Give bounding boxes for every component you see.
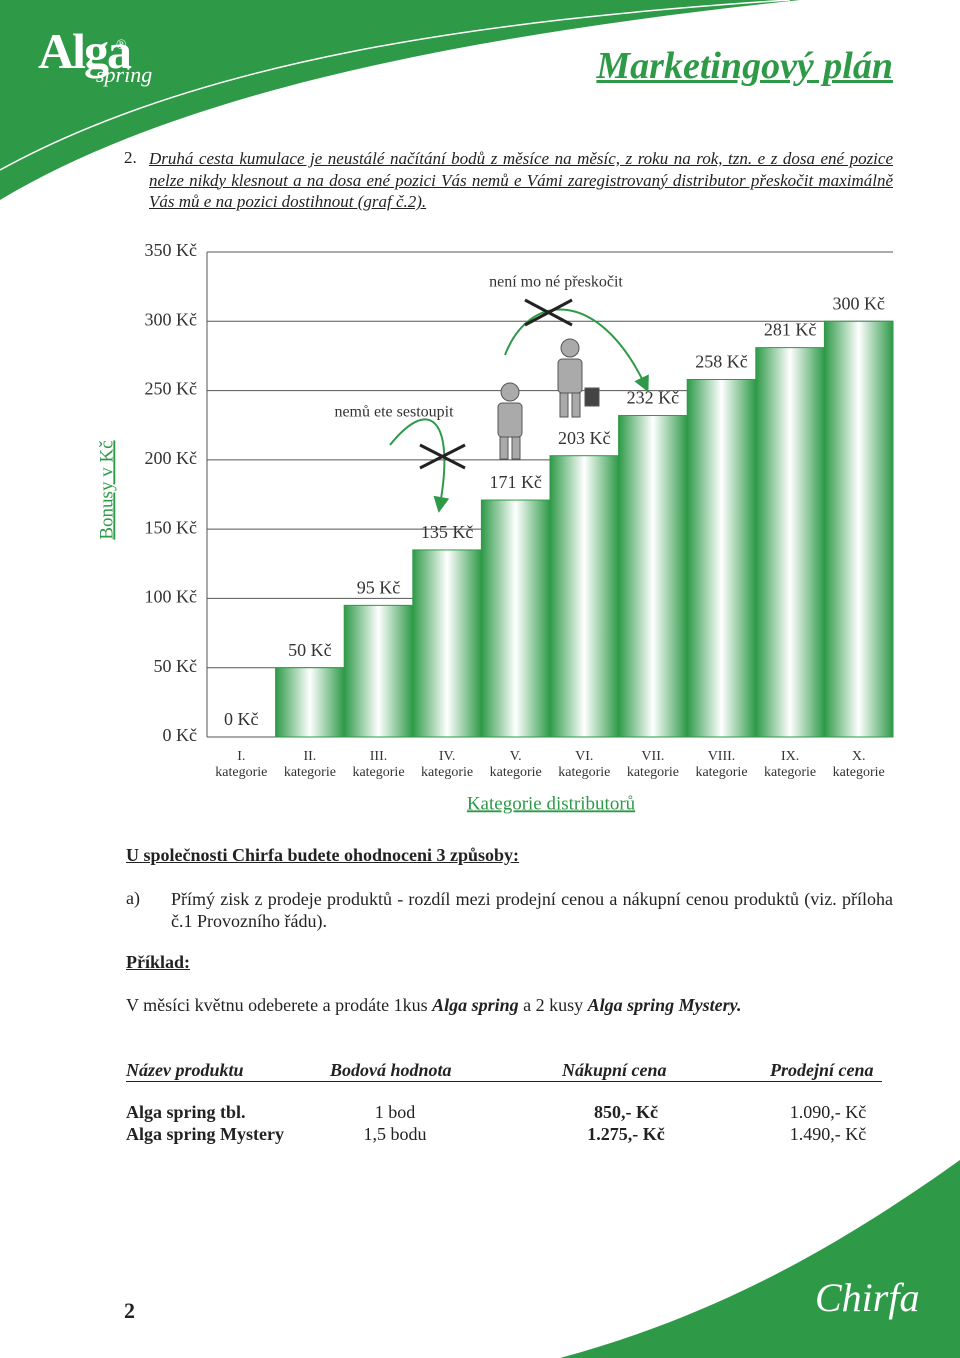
chart: Bonusy v Kč Kategorie distributorů nemů … <box>96 240 894 814</box>
value-label: 50 Kč <box>288 640 332 660</box>
example-text: V měsíci květnu odeberete a prodáte 1kus… <box>126 995 741 1016</box>
value-label: 281 Kč <box>764 320 817 340</box>
x-tick-label: IX. kategorie <box>764 749 816 780</box>
table-cell: 1 bod <box>374 1102 416 1122</box>
table-cell: 1,5 bodu <box>363 1124 427 1144</box>
bar <box>412 549 482 738</box>
table-cell: 1.490,- Kč <box>789 1124 867 1144</box>
text: V měsíci květnu odeberete a prodáte 1kus <box>126 995 433 1015</box>
value-label: 171 Kč <box>489 472 542 492</box>
item-text: Přímý zisk z prodeje produktů - rozdíl m… <box>171 889 893 931</box>
example-heading: Příklad: <box>126 952 191 972</box>
x-tick-label: I. kategorie <box>215 749 267 780</box>
logo-mark: ® <box>116 38 127 53</box>
header-rule <box>126 1081 882 1082</box>
annotation: nemů ete sestoupit <box>334 404 454 421</box>
x-tick-label: III. kategorie <box>352 749 404 780</box>
y-tick-label: 250 Kč <box>145 379 198 399</box>
logo-sub: spring <box>96 62 153 87</box>
y-tick-label: 300 Kč <box>145 309 198 329</box>
product: Alga spring Mystery. <box>587 995 742 1015</box>
value-label: 232 Kč <box>627 388 680 408</box>
x-tick-label: IV. kategorie <box>421 749 473 780</box>
table-cell: Nákupní cena <box>562 1060 667 1080</box>
x-tick-label: X. kategorie <box>833 749 885 780</box>
table-cell: Prodejní cena <box>770 1060 874 1080</box>
page-number: 2 <box>124 1298 135 1323</box>
table-cell: 1.090,- Kč <box>789 1102 867 1122</box>
header-swoosh <box>0 0 800 200</box>
text: a 2 kusy <box>518 995 588 1015</box>
bar <box>549 455 620 738</box>
bar <box>755 347 825 738</box>
value-label: 135 Kč <box>421 522 474 542</box>
value-label: 300 Kč <box>832 293 885 313</box>
y-tick-label: 150 Kč <box>145 517 198 537</box>
product: Alga spring <box>432 995 519 1015</box>
x-tick-label: II. kategorie <box>284 749 336 780</box>
table-cell: Alga spring tbl. <box>126 1102 246 1122</box>
bar <box>343 604 414 738</box>
y-tick-label: 200 Kč <box>145 448 198 468</box>
y-axis-title: Bonusy v Kč <box>96 440 117 539</box>
y-tick-label: 350 Kč <box>145 240 198 260</box>
page-title: Marketingový plán <box>596 45 893 87</box>
value-label: 258 Kč <box>695 352 748 372</box>
x-tick-label: VIII. kategorie <box>695 749 747 780</box>
section-heading: U společnosti Chirfa budete ohodnoceni 3… <box>126 845 520 865</box>
paragraph: Druhá cesta kumulace je neustálé načítán… <box>149 149 893 211</box>
value-label: 95 Kč <box>357 577 401 597</box>
value-label: 0 Kč <box>224 709 259 729</box>
bar <box>618 415 688 738</box>
illustration <box>389 298 649 513</box>
table-cell: Bodová hodnota <box>330 1060 452 1080</box>
y-tick-label: 0 Kč <box>163 725 198 745</box>
list-number: 2. <box>124 148 137 167</box>
swoosh-line <box>0 0 791 171</box>
logo: Alga <box>38 23 132 79</box>
annotation: není mo né přeskočit <box>489 274 623 291</box>
x-axis-title: Kategorie distributorů <box>467 793 636 814</box>
y-tick-label: 50 Kč <box>154 656 198 676</box>
table-cell: 850,- Kč <box>594 1102 658 1122</box>
footer-logo: Chirfa <box>815 1275 920 1320</box>
bar <box>686 378 757 738</box>
item-label: a) <box>126 888 140 908</box>
table-cell: Název produktu <box>126 1060 244 1080</box>
bar <box>275 667 345 738</box>
x-tick-label: VII. kategorie <box>627 749 679 780</box>
x-tick-label: VI. kategorie <box>558 749 610 780</box>
bar <box>823 320 894 738</box>
footer-swoosh <box>560 1160 960 1358</box>
value-label: 203 Kč <box>558 428 611 448</box>
y-tick-label: 100 Kč <box>145 587 198 607</box>
x-tick-label: V. kategorie <box>490 749 542 780</box>
bar <box>480 499 551 738</box>
table-cell: Alga spring Mystery <box>126 1124 284 1144</box>
table-cell: 1.275,- Kč <box>587 1124 665 1144</box>
